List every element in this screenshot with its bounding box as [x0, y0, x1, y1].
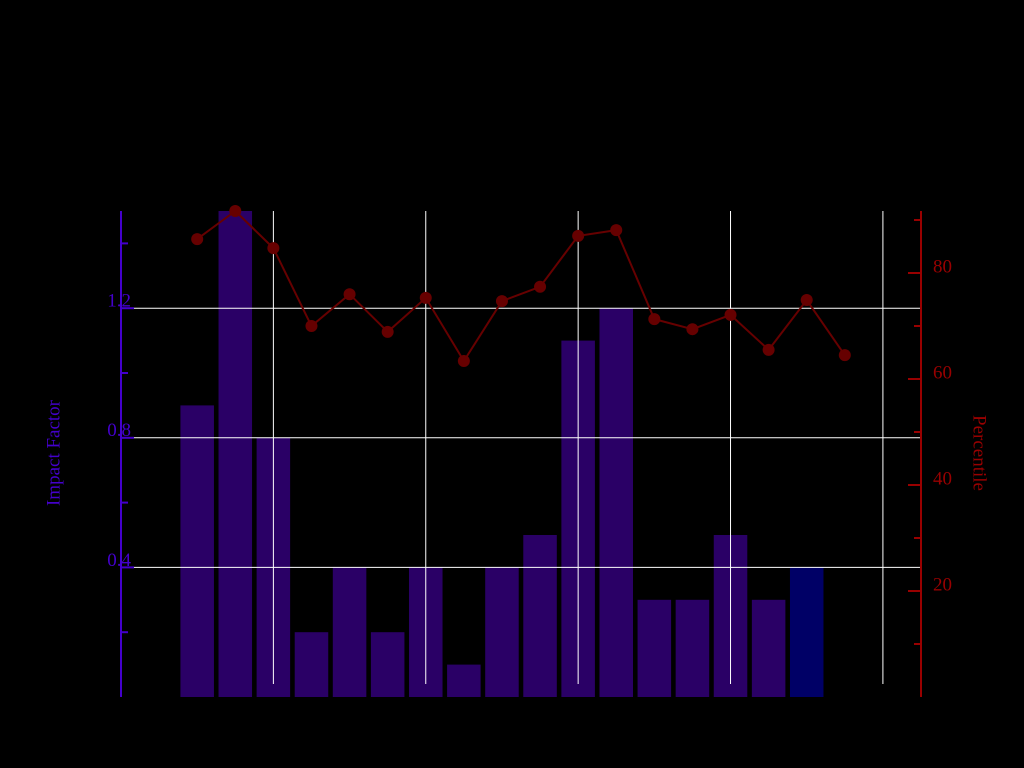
bar — [180, 405, 214, 697]
point — [381, 325, 394, 338]
y2-tick-label: 80 — [933, 256, 952, 277]
point — [648, 313, 661, 326]
bar — [370, 632, 405, 697]
line — [196, 209, 846, 363]
bar — [523, 535, 557, 697]
bar — [485, 567, 519, 697]
bar — [218, 211, 253, 697]
y-axis-label: Impact Factor — [43, 399, 64, 506]
point — [610, 224, 623, 237]
y-tick-label: 1.2 — [107, 291, 131, 312]
point — [762, 343, 775, 356]
bar — [447, 664, 481, 697]
point — [534, 280, 547, 293]
point — [724, 308, 737, 321]
y2-axis-label: Percentile — [969, 415, 990, 491]
point — [800, 294, 813, 307]
point — [457, 354, 470, 367]
point — [305, 320, 318, 333]
bar — [789, 567, 824, 697]
y2-tick-label: 20 — [933, 574, 952, 595]
bar — [675, 599, 710, 697]
point — [572, 229, 585, 242]
point — [838, 349, 851, 362]
point — [686, 323, 699, 336]
bar — [637, 599, 672, 697]
point — [419, 291, 432, 304]
point — [229, 205, 242, 217]
bar — [751, 599, 786, 697]
bar — [294, 632, 329, 697]
bar — [599, 308, 633, 697]
y-tick-label: 0.4 — [107, 550, 131, 571]
point — [495, 295, 508, 308]
point — [267, 242, 280, 255]
point — [191, 233, 204, 246]
y-tick-label: 0.8 — [107, 420, 131, 441]
bar — [332, 567, 367, 697]
point — [343, 288, 356, 301]
y2-tick-label: 60 — [933, 362, 952, 383]
y2-tick-label: 40 — [933, 468, 952, 489]
